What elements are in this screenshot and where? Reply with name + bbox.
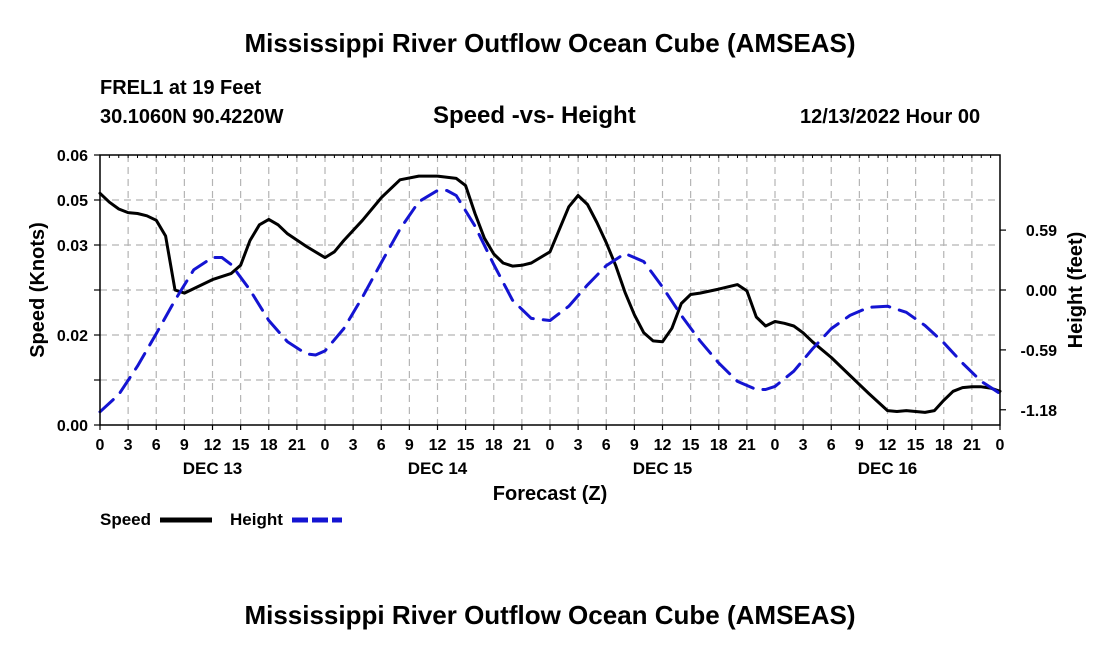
x-tick-label: 21 [288,437,306,454]
x-tick-label: 3 [124,437,133,454]
x-tick-label: 9 [405,437,414,454]
x-tick-label: 6 [152,437,161,454]
page-title: Mississippi River Outflow Ocean Cube (AM… [244,28,856,58]
y2-tick-label: 0.00 [1026,283,1057,300]
x-axis: 0 3 6 9 12 15 18 21 0 3 6 9 12 15 18 21 0 3 6 9 12 15 18 21 0 3 6 9… [96,425,1005,505]
x-tick-label: 21 [963,437,981,454]
x-tick-label: 15 [457,437,475,454]
x-day-label: DEC 15 [633,459,693,478]
y2-tick-label: 0.59 [1026,223,1057,240]
timestamp-label: 12/13/2022 Hour 00 [800,106,981,128]
legend-label-speed: Speed [100,510,151,529]
x-day-label: DEC 16 [858,459,918,478]
x-tick-label: 15 [682,437,700,454]
x-tick-label: 0 [546,437,555,454]
chart-legend: Speed Height [100,510,342,529]
x-tick-label: 12 [204,437,222,454]
x-tick-label: 0 [321,437,330,454]
y-tick-label: 0.06 [57,148,88,165]
station-label: FREL1 at 19 Feet [100,77,262,99]
x-tick-label: 3 [349,437,358,454]
speed-height-chart: 0 3 6 9 12 15 18 21 0 3 6 9 12 15 18 21 0 3 6 9 12 15 18 21 0 3 6 9… [27,148,1087,529]
x-tick-label: 21 [513,437,531,454]
x-tick-label: 9 [180,437,189,454]
x-day-label: DEC 14 [408,459,468,478]
x-tick-label: 15 [907,437,925,454]
x-tick-label: 3 [799,437,808,454]
y-axis-label: Speed (Knots) [27,222,49,358]
y-axis-left: 0.00 0.02 0.03 0.05 0.06 Speed (Knots) [27,148,100,435]
y-axis-right: 0.59 0.00 -0.59 -1.18 Height (feet) [1000,223,1087,420]
chart-grid [100,155,1000,425]
y2-tick-label: -1.18 [1021,403,1058,420]
x-tick-label: 18 [935,437,953,454]
series-line-height [98,189,1002,414]
x-tick-label: 0 [96,437,105,454]
x-tick-label: 9 [630,437,639,454]
series-line-speed [98,174,1002,414]
x-tick-label: 6 [602,437,611,454]
x-tick-label: 12 [654,437,672,454]
x-tick-label: 0 [996,437,1005,454]
x-tick-label: 21 [738,437,756,454]
coordinates-label: 30.1060N 90.4220W [100,106,284,128]
x-axis-label: Forecast (Z) [493,483,607,505]
x-tick-label: 9 [855,437,864,454]
x-tick-label: 12 [429,437,447,454]
x-day-label: DEC 13 [183,459,243,478]
x-tick-label: 12 [879,437,897,454]
x-tick-label: 18 [485,437,503,454]
page-title-bottom: Mississippi River Outflow Ocean Cube (AM… [244,600,856,630]
x-tick-label: 18 [710,437,728,454]
y2-axis-label: Height (feet) [1065,232,1087,349]
y-tick-label: 0.05 [57,193,88,210]
x-tick-label: 6 [827,437,836,454]
legend-label-height: Height [230,510,283,529]
chart-series [98,174,1002,414]
x-tick-label: 0 [771,437,780,454]
y-tick-label: 0.03 [57,238,88,255]
x-tick-label: 3 [574,437,583,454]
y2-tick-label: -0.59 [1021,343,1058,360]
x-tick-label: 6 [377,437,386,454]
y-tick-label: 0.02 [57,328,88,345]
x-tick-label: 15 [232,437,250,454]
x-tick-label: 18 [260,437,278,454]
chart-subtitle: Speed -vs- Height [433,102,636,129]
y-tick-label: 0.00 [57,418,88,435]
